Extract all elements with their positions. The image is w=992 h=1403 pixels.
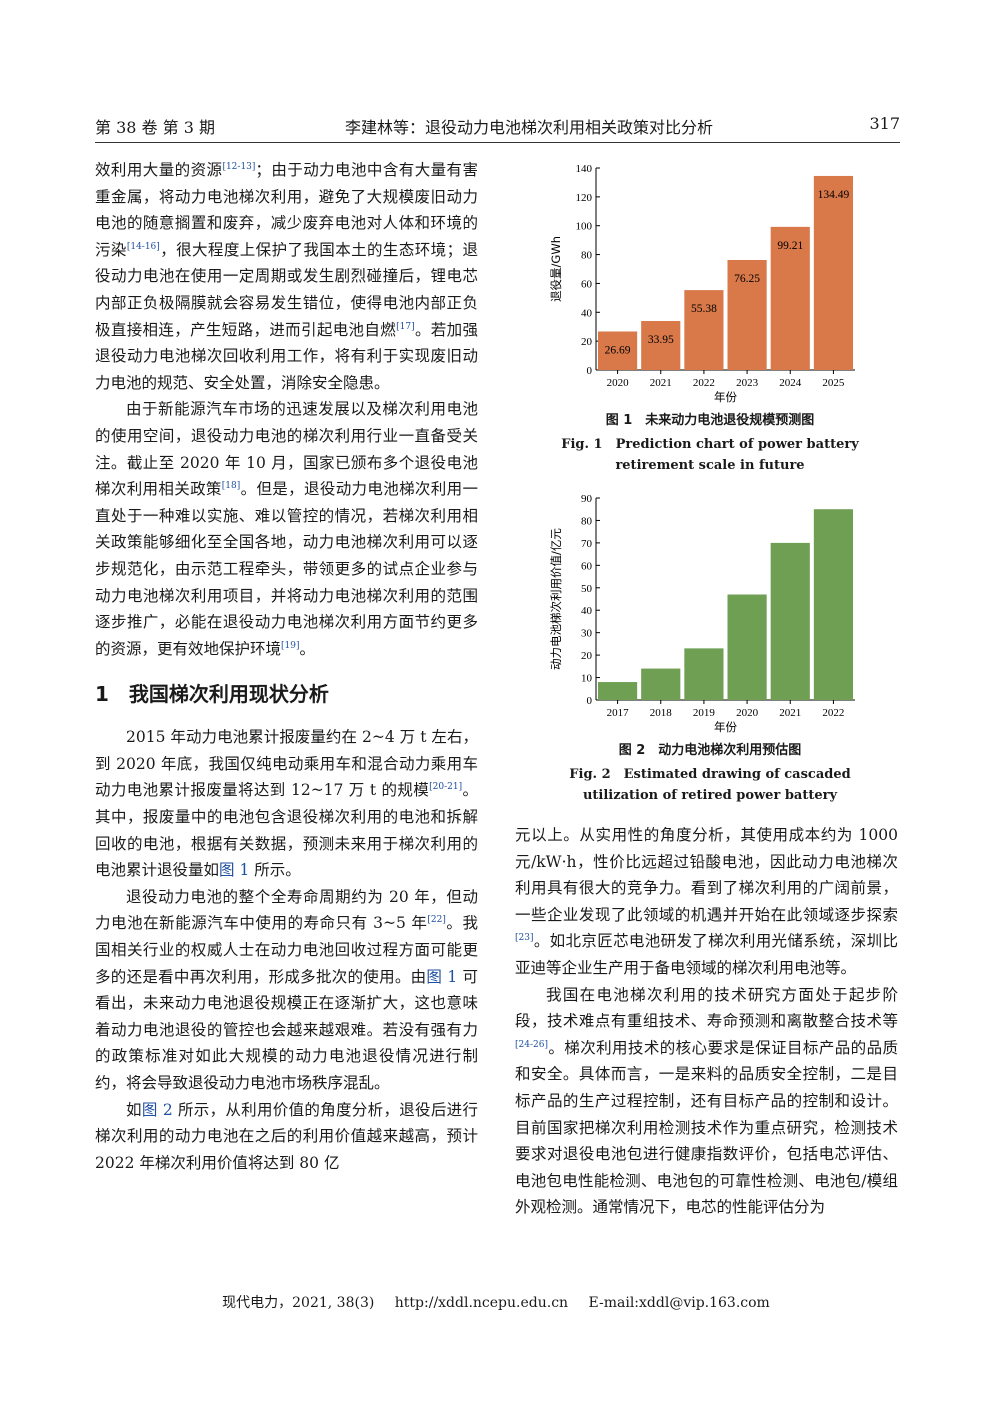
left-column: 效利用大量的资源[12-13]；由于动力电池中含有大量有害重金属，将动力电池梯次… (95, 157, 478, 1176)
bar (598, 331, 638, 370)
figure-caption-zh: 图 2 动力电池梯次利用预估图 (618, 743, 802, 758)
figure-link[interactable]: 图 2 (141, 1100, 173, 1119)
citation[interactable]: [18] (221, 480, 241, 491)
bar-chart-retirement: 0 20 40 60 80 100 120 140 2020 26.69 2021 33.95 2022… (549, 163, 855, 404)
y-axis-title: 退役量/GWh (549, 236, 563, 302)
figure-caption-en: Fig. 1 Prediction chart of power battery… (561, 437, 859, 473)
bar (641, 668, 681, 700)
bar (813, 175, 853, 370)
y-tick-label: 30 (581, 628, 593, 640)
y-tick-label: 80 (581, 250, 593, 262)
paragraph: 效利用大量的资源[12-13]；由于动力电池中含有大量有害重金属，将动力电池梯次… (95, 161, 478, 392)
bar (727, 594, 767, 700)
bar (684, 648, 724, 700)
y-tick-label: 80 (581, 515, 593, 527)
y-tick-label: 40 (581, 605, 593, 617)
right-column: 元以上。从实用性的角度分析，其使用成本约为 1000 元/kW·h，性价比远超过… (515, 822, 898, 1221)
y-tick-label: 0 (587, 365, 593, 377)
volume-issue: 第 38 卷 第 3 期 (95, 118, 215, 137)
x-tick-label: 2021 (650, 377, 672, 389)
y-tick-label: 50 (581, 583, 593, 595)
figure-caption-en: Fig. 2 Estimated drawing of cascaded uti… (569, 767, 851, 803)
citation[interactable]: [24-26] (515, 1039, 548, 1050)
x-tick-label: 2024 (779, 377, 802, 389)
x-tick-label: 2025 (822, 377, 845, 389)
paragraph: 2015 年动力电池累计报废量约在 2~4 万 t 左右，到 2020 年底，我… (95, 728, 478, 880)
paragraph: 我国在电池梯次利用的技术研究方面处于起步阶段，技术难点有重组技术、寿命预测和离散… (515, 985, 898, 1217)
x-axis-title: 年份 (714, 720, 737, 734)
figure-1: 0 20 40 60 80 100 120 140 2020 26.69 2021 33.95 2022… (540, 160, 880, 476)
y-tick-label: 120 (576, 192, 593, 204)
bar (641, 321, 681, 370)
x-tick-label: 2018 (650, 707, 673, 719)
bar (770, 226, 810, 370)
x-axis-title: 年份 (714, 390, 737, 404)
bar (727, 259, 767, 370)
citation[interactable]: [23] (515, 933, 534, 944)
x-tick-label: 2020 (607, 377, 630, 389)
x-tick-label: 2019 (693, 707, 716, 719)
page-number: 317 (869, 114, 900, 133)
citation[interactable]: [19] (281, 640, 300, 651)
y-tick-label: 100 (576, 221, 593, 233)
paragraph: 元以上。从实用性的角度分析，其使用成本约为 1000 元/kW·h，性价比远超过… (515, 826, 898, 977)
figure-2: 0 10 20 30 40 50 60 70 80 90 2017 2018 2019 2020 2021 2… (540, 490, 880, 806)
y-tick-label: 0 (587, 695, 593, 707)
figure-caption-zh: 图 1 未来动力电池退役规模预测图 (605, 413, 815, 428)
bar (813, 509, 853, 700)
bar (770, 542, 810, 700)
bar-data-label: 55.38 (691, 303, 717, 315)
x-tick-label: 2021 (779, 707, 801, 719)
x-tick-label: 2022 (822, 707, 844, 719)
page-footer: 现代电力，2021, 38(3) http://xddl.ncepu.edu.c… (0, 1292, 992, 1312)
bar-data-label: 99.21 (777, 240, 803, 252)
y-tick-label: 90 (581, 493, 593, 505)
y-tick-label: 60 (581, 560, 593, 572)
x-tick-label: 2020 (736, 707, 759, 719)
y-tick-label: 20 (581, 650, 593, 662)
figure-link[interactable]: 图 1 (219, 861, 250, 880)
bar-data-label: 26.69 (605, 344, 631, 356)
figure-link[interactable]: 图 1 (426, 967, 458, 986)
y-tick-label: 70 (581, 538, 593, 550)
citation[interactable]: [12-13] (222, 161, 256, 172)
journal-email[interactable]: E-mail:xddl@vip.163.com (588, 1295, 770, 1311)
journal-url[interactable]: http://xddl.ncepu.edu.cn (394, 1295, 569, 1311)
y-tick-label: 40 (581, 307, 593, 319)
bar-data-label: 134.49 (818, 189, 850, 201)
citation[interactable]: [14-16] (126, 241, 160, 252)
running-title: 李建林等：退役动力电池梯次利用相关政策对比分析 (345, 118, 714, 137)
running-header: 第 38 卷 第 3 期 李建林等：退役动力电池梯次利用相关政策对比分析 317 (95, 112, 900, 143)
y-tick-label: 140 (576, 163, 593, 175)
bar-chart-utilization-value: 0 10 20 30 40 50 60 70 80 90 2017 2018 2019 2020 2021 2… (549, 493, 855, 734)
paragraph: 如图 2 所示，从利用价值的角度分析，退役后进行梯次利用的动力电池在之后的利用价… (95, 1100, 478, 1172)
y-tick-label: 20 (581, 336, 593, 348)
journal-citation: 现代电力，2021, 38(3) (222, 1295, 375, 1311)
y-tick-label: 60 (581, 278, 593, 290)
x-tick-label: 2022 (693, 377, 715, 389)
bar (684, 290, 724, 370)
y-tick-label: 10 (581, 673, 593, 685)
citation[interactable]: [17] (396, 321, 415, 332)
bar-data-label: 76.25 (734, 273, 760, 285)
x-tick-label: 2023 (736, 377, 759, 389)
section-heading: 1 我国梯次利用现状分析 (95, 682, 329, 707)
paragraph: 退役动力电池的整个全寿命周期约为 20 年，但动力电池在新能源汽车中使用的寿命只… (95, 887, 478, 1092)
paragraph: 由于新能源汽车市场的迅速发展以及梯次利用电池的使用空间，退役动力电池的梯次利用行… (95, 400, 478, 658)
citation[interactable]: [22] (427, 915, 446, 926)
bar-data-label: 33.95 (648, 334, 674, 346)
x-tick-label: 2017 (607, 707, 630, 719)
citation[interactable]: [20-21] (429, 782, 463, 793)
y-axis-title: 动力电池梯次利用价值/亿元 (549, 528, 563, 670)
bar (598, 682, 638, 700)
